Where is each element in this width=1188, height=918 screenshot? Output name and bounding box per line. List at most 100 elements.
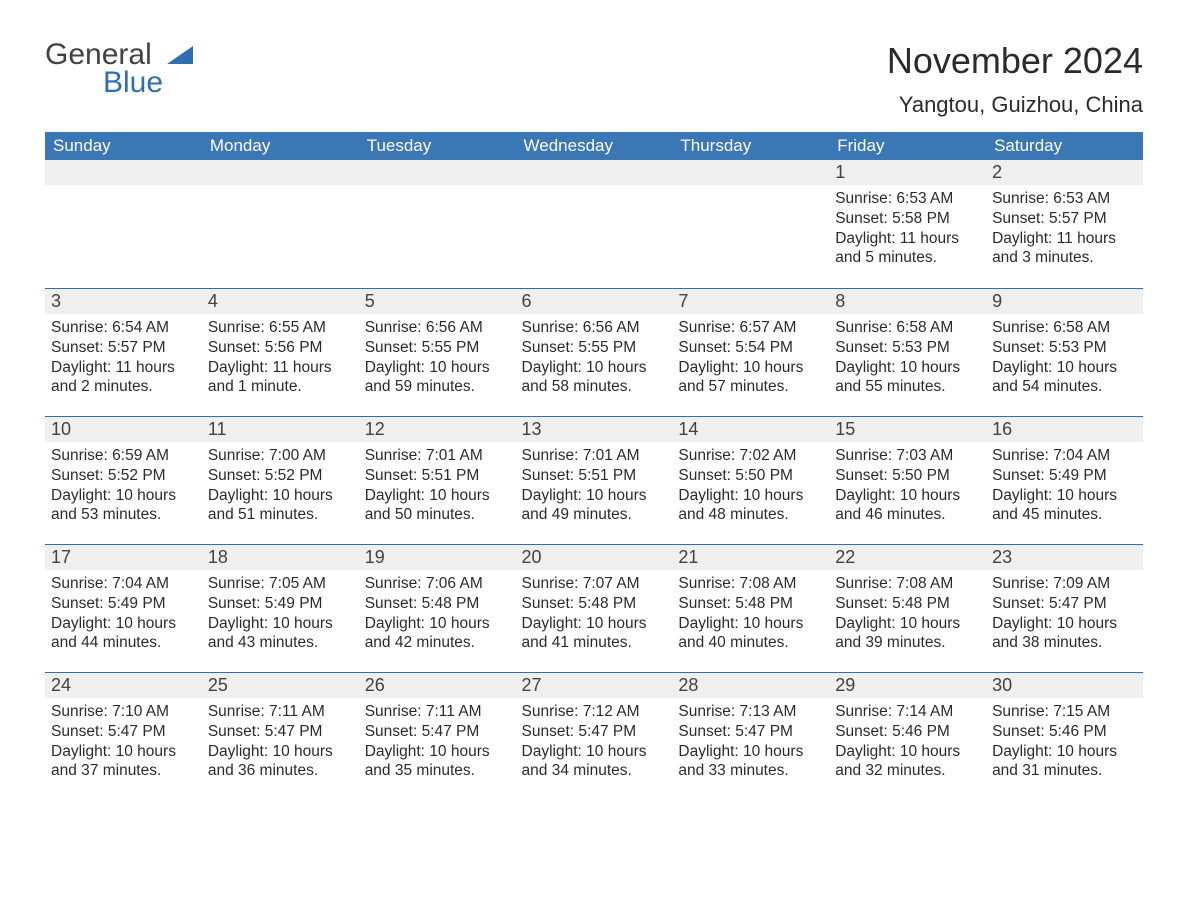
calendar-day-cell: 26Sunrise: 7:11 AMSunset: 5:47 PMDayligh…	[359, 672, 516, 800]
calendar-day-cell: 23Sunrise: 7:09 AMSunset: 5:47 PMDayligh…	[986, 544, 1143, 672]
sunrise-value: 7:08 AM	[896, 575, 953, 592]
empty-day-bar	[359, 160, 516, 185]
sunset-line: Sunset: 5:48 PM	[522, 594, 667, 614]
day-number: 13	[516, 416, 673, 442]
sunset-value: 5:49 PM	[1049, 467, 1107, 484]
daylight-label: Daylight:	[992, 487, 1057, 504]
sunset-line: Sunset: 5:57 PM	[51, 338, 196, 358]
daylight-line: Daylight: 10 hours and 57 minutes.	[678, 358, 823, 398]
sunrise-value: 6:53 AM	[896, 190, 953, 207]
day-number: 7	[672, 288, 829, 314]
sunrise-label: Sunrise:	[522, 447, 583, 464]
day-number: 15	[829, 416, 986, 442]
calendar-day-cell: 13Sunrise: 7:01 AMSunset: 5:51 PMDayligh…	[516, 416, 673, 544]
day-number: 19	[359, 544, 516, 570]
day-details: Sunrise: 7:06 AMSunset: 5:48 PMDaylight:…	[359, 570, 516, 655]
calendar-row: 10Sunrise: 6:59 AMSunset: 5:52 PMDayligh…	[45, 416, 1143, 544]
sunrise-line: Sunrise: 7:13 AM	[678, 702, 823, 722]
sunset-label: Sunset:	[835, 210, 892, 227]
daylight-label: Daylight:	[678, 615, 743, 632]
sunrise-label: Sunrise:	[992, 319, 1053, 336]
daylight-line: Daylight: 10 hours and 38 minutes.	[992, 614, 1137, 654]
sunset-value: 5:53 PM	[892, 339, 950, 356]
sunset-value: 5:47 PM	[578, 723, 636, 740]
calendar-table: SundayMondayTuesdayWednesdayThursdayFrid…	[45, 132, 1143, 800]
sunset-label: Sunset:	[51, 723, 108, 740]
daylight-label: Daylight:	[51, 743, 116, 760]
sunset-line: Sunset: 5:52 PM	[208, 466, 353, 486]
sunrise-label: Sunrise:	[835, 703, 896, 720]
sunrise-label: Sunrise:	[365, 447, 426, 464]
sunrise-value: 7:11 AM	[426, 703, 482, 720]
sunrise-label: Sunrise:	[835, 575, 896, 592]
sunset-line: Sunset: 5:56 PM	[208, 338, 353, 358]
sunset-label: Sunset:	[992, 339, 1049, 356]
sunrise-line: Sunrise: 7:06 AM	[365, 574, 510, 594]
sunrise-line: Sunrise: 6:57 AM	[678, 318, 823, 338]
sunrise-label: Sunrise:	[51, 703, 112, 720]
sunrise-line: Sunrise: 7:08 AM	[835, 574, 980, 594]
daylight-line: Daylight: 10 hours and 45 minutes.	[992, 486, 1137, 526]
daylight-label: Daylight:	[678, 743, 743, 760]
sunset-label: Sunset:	[51, 339, 108, 356]
day-number: 10	[45, 416, 202, 442]
daylight-label: Daylight:	[208, 615, 273, 632]
sunset-value: 5:54 PM	[735, 339, 793, 356]
day-number: 30	[986, 672, 1143, 698]
sunrise-label: Sunrise:	[365, 319, 426, 336]
sunset-value: 5:50 PM	[735, 467, 793, 484]
day-number: 17	[45, 544, 202, 570]
day-number: 23	[986, 544, 1143, 570]
calendar-day-cell: 7 Sunrise: 6:57 AMSunset: 5:54 PM Daylight…	[672, 288, 829, 416]
sunrise-value: 6:58 AM	[1053, 319, 1110, 336]
sunrise-line: Sunrise: 7:01 AM	[365, 446, 510, 466]
calendar-day-cell: 2Sunrise: 6:53 AMSunset: 5:57 PMDaylight…	[986, 160, 1143, 288]
sunset-line: Sunset: 5:46 PM	[835, 722, 980, 742]
sunrise-label: Sunrise:	[522, 319, 583, 336]
calendar-day-cell: 29Sunrise: 7:14 AMSunset: 5:46 PMDayligh…	[829, 672, 986, 800]
day-details: Sunrise: 6:53 AMSunset: 5:57 PMDaylight:…	[986, 185, 1143, 270]
daylight-line: Daylight: 10 hours and 31 minutes.	[992, 742, 1137, 782]
sunset-line: Sunset: 5:46 PM	[992, 722, 1137, 742]
daylight-line: Daylight: 10 hours and 41 minutes.	[522, 614, 667, 654]
sunrise-label: Sunrise:	[835, 447, 896, 464]
sunset-value: 5:48 PM	[735, 595, 793, 612]
sunrise-value: 7:00 AM	[269, 447, 326, 464]
sunrise-value: 7:01 AM	[426, 447, 483, 464]
sunrise-label: Sunrise:	[992, 703, 1053, 720]
calendar-day-cell: 12Sunrise: 7:01 AMSunset: 5:51 PMDayligh…	[359, 416, 516, 544]
sunset-label: Sunset:	[678, 339, 735, 356]
sunset-line: Sunset: 5:53 PM	[835, 338, 980, 358]
calendar-day-cell: 30Sunrise: 7:15 AMSunset: 5:46 PMDayligh…	[986, 672, 1143, 800]
daylight-line: Daylight: 10 hours and 34 minutes.	[522, 742, 667, 782]
sunrise-label: Sunrise:	[522, 575, 583, 592]
sunrise-label: Sunrise:	[51, 447, 112, 464]
calendar-day-cell: 14Sunrise: 7:02 AMSunset: 5:50 PMDayligh…	[672, 416, 829, 544]
empty-day-bar	[45, 160, 202, 185]
sunset-line: Sunset: 5:51 PM	[365, 466, 510, 486]
sunrise-value: 7:14 AM	[896, 703, 953, 720]
sunrise-value: 7:07 AM	[583, 575, 640, 592]
sunset-label: Sunset:	[992, 595, 1049, 612]
calendar-day-cell: 10Sunrise: 6:59 AMSunset: 5:52 PMDayligh…	[45, 416, 202, 544]
calendar-day-cell: 21Sunrise: 7:08 AMSunset: 5:48 PMDayligh…	[672, 544, 829, 672]
sunset-label: Sunset:	[992, 210, 1049, 227]
sunrise-line: Sunrise: 7:09 AM	[992, 574, 1137, 594]
daylight-label: Daylight:	[992, 743, 1057, 760]
sunset-line: Sunset: 5:48 PM	[365, 594, 510, 614]
daylight-line: Daylight: 10 hours and 59 minutes.	[365, 358, 510, 398]
sunrise-label: Sunrise:	[208, 447, 269, 464]
sunset-label: Sunset:	[522, 339, 579, 356]
sunrise-value: 7:03 AM	[896, 447, 953, 464]
daylight-line: Daylight: 11 hours and 5 minutes.	[835, 229, 980, 269]
daylight-line: Daylight: 10 hours and 48 minutes.	[678, 486, 823, 526]
day-details: Sunrise: 7:10 AMSunset: 5:47 PMDaylight:…	[45, 698, 202, 783]
sunrise-value: 6:56 AM	[583, 319, 640, 336]
day-details: Sunrise: 7:00 AMSunset: 5:52 PMDaylight:…	[202, 442, 359, 527]
sunrise-value: 6:54 AM	[112, 319, 169, 336]
sunset-label: Sunset:	[365, 467, 422, 484]
sunset-label: Sunset:	[678, 467, 735, 484]
day-number: 8	[829, 288, 986, 314]
sunset-value: 5:49 PM	[108, 595, 166, 612]
sunset-line: Sunset: 5:47 PM	[365, 722, 510, 742]
